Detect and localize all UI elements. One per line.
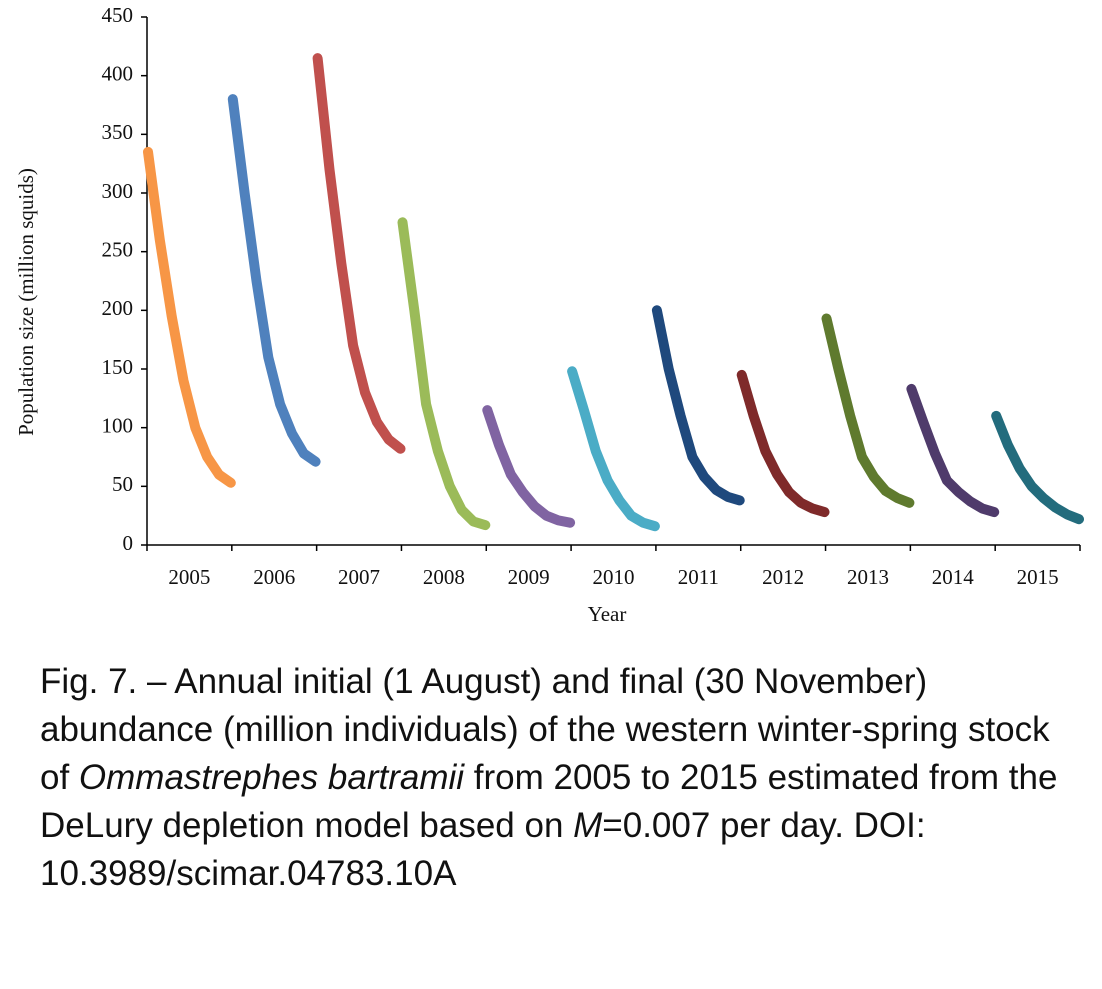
series-line bbox=[821, 313, 915, 508]
y-tick-label: 50 bbox=[112, 472, 133, 496]
y-tick-label: 150 bbox=[102, 355, 134, 379]
y-tick-label: 250 bbox=[102, 237, 134, 261]
caption-text: Fig. 7. – Annual initial (1 August) and … bbox=[40, 662, 1050, 797]
x-tick-label: 2012 bbox=[762, 565, 804, 589]
y-tick-label: 0 bbox=[123, 531, 134, 555]
x-tick-label: 2007 bbox=[338, 565, 380, 589]
x-tick-label: 2013 bbox=[847, 565, 889, 589]
y-tick-label: 400 bbox=[102, 61, 134, 85]
caption-symbol: M bbox=[573, 806, 603, 845]
x-axis-label: Year bbox=[588, 602, 627, 626]
series-line bbox=[906, 383, 1000, 518]
series-line bbox=[227, 94, 321, 467]
series-line bbox=[991, 410, 1084, 525]
series-line bbox=[482, 405, 576, 528]
x-tick-label: 2014 bbox=[932, 565, 975, 589]
x-tick-label: 2006 bbox=[253, 565, 295, 589]
series-line bbox=[397, 217, 491, 531]
caption-species: Ommastrephes bartramii bbox=[78, 758, 465, 797]
y-tick-label: 300 bbox=[102, 179, 134, 203]
x-tick-label: 2005 bbox=[168, 565, 210, 589]
y-tick-label: 350 bbox=[102, 120, 134, 144]
x-tick-label: 2011 bbox=[678, 565, 719, 589]
x-tick-label: 2009 bbox=[508, 565, 550, 589]
series-line bbox=[736, 369, 830, 518]
y-axis-label: Population size (million squids) bbox=[14, 168, 38, 436]
x-tick-label: 2015 bbox=[1017, 565, 1059, 589]
y-tick-label: 100 bbox=[102, 413, 134, 437]
x-tick-label: 2010 bbox=[593, 565, 635, 589]
series-line bbox=[651, 305, 745, 506]
x-tick-label: 2008 bbox=[423, 565, 465, 589]
series-line bbox=[312, 53, 406, 454]
caption: Fig. 7. – Annual initial (1 August) and … bbox=[40, 658, 1085, 898]
series-line bbox=[567, 366, 660, 532]
chart: Year Population size (million squids) 0 5… bbox=[14, 3, 1084, 626]
series-line bbox=[143, 146, 236, 488]
y-tick-label: 200 bbox=[102, 296, 134, 320]
caption-text: from 2005 to 2015 estimated from the DeL… bbox=[40, 758, 1058, 845]
y-tick-label: 450 bbox=[102, 3, 134, 27]
caption-text: =0.007 per day. DOI: 10.3989/scimar.0478… bbox=[40, 806, 926, 893]
